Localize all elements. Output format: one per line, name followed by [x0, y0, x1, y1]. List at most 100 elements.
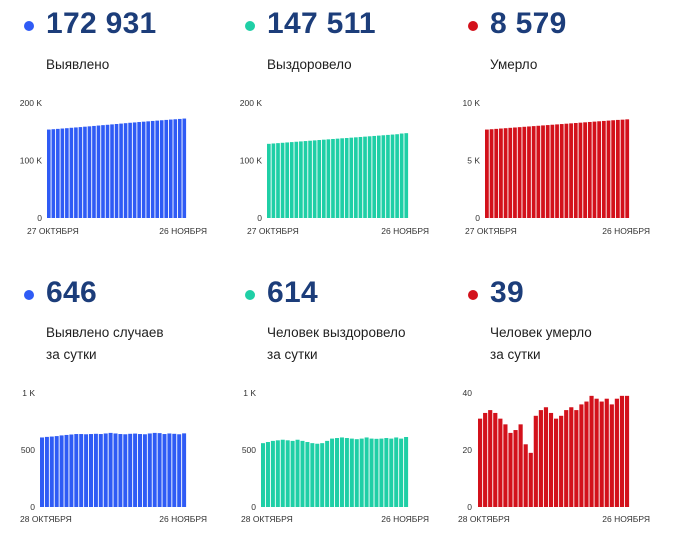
- bar: [531, 126, 536, 218]
- y-tick-label: 100 K: [240, 156, 263, 166]
- bar: [349, 438, 354, 507]
- bar: [564, 410, 569, 507]
- bar: [389, 438, 394, 507]
- bar: [330, 438, 335, 507]
- bar: [386, 134, 390, 218]
- total-cases-chart: 200 K 100 K 0 27 ОКТЯБРЯ 26 НОЯБРЯ: [20, 98, 207, 236]
- bar: [128, 122, 132, 218]
- bar: [315, 443, 320, 507]
- bar: [299, 141, 303, 218]
- bar: [543, 407, 549, 507]
- bar: [538, 410, 543, 507]
- bar: [326, 139, 331, 218]
- bar: [56, 128, 60, 219]
- bar: [128, 433, 133, 507]
- bar: [182, 118, 187, 218]
- bar: [354, 439, 359, 507]
- y-tick-label: 0: [37, 213, 42, 223]
- bar: [485, 129, 489, 218]
- bar: [173, 119, 178, 218]
- bar: [270, 440, 275, 507]
- bar: [105, 124, 110, 218]
- y-tick-label: 40: [463, 388, 473, 398]
- panel-daily-cases: 646 Выявлено случаев за сутки: [0, 270, 220, 546]
- total-deaths-value: 8 579: [490, 7, 567, 40]
- bar: [69, 434, 74, 507]
- bar: [138, 434, 142, 507]
- bar: [280, 439, 285, 507]
- bar: [381, 135, 386, 218]
- daily-recovered-chart: 1 K 500 0 28 ОКТЯБРЯ 26 НОЯБРЯ: [241, 388, 429, 524]
- total-deaths-label: Умерло: [490, 57, 538, 72]
- panel-total-deaths: 8 579 Умерло: [440, 0, 660, 270]
- bar: [113, 433, 118, 507]
- bar: [363, 136, 367, 218]
- bar: [155, 120, 160, 218]
- bar: [615, 119, 620, 218]
- bar: [74, 434, 79, 507]
- bar: [384, 438, 389, 507]
- bar: [620, 119, 625, 218]
- bar: [499, 128, 503, 218]
- bar: [271, 143, 276, 218]
- bar: [550, 124, 555, 218]
- bar: [51, 129, 56, 218]
- bar: [573, 123, 578, 218]
- total-deaths-chart: 10 K 5 K 0 27 ОКТЯБРЯ 26 НОЯБРЯ: [463, 98, 651, 236]
- bar: [321, 139, 326, 218]
- bar: [310, 443, 315, 507]
- bar: [372, 135, 377, 218]
- panel-total-cases: 172 931 Выявлено: [0, 0, 220, 270]
- daily-cases-value: 646: [46, 276, 97, 309]
- bar: [395, 134, 399, 218]
- bar: [78, 127, 83, 218]
- bar: [157, 433, 162, 507]
- bar: [354, 137, 358, 218]
- bar: [44, 436, 49, 507]
- bar: [87, 126, 92, 218]
- bar: [554, 418, 559, 507]
- bar: [168, 119, 173, 218]
- bar: [69, 127, 74, 218]
- bar: [376, 135, 381, 218]
- bar: [498, 418, 503, 507]
- bar: [369, 438, 374, 507]
- y-tick-label: 500: [242, 445, 256, 455]
- bar: [564, 123, 569, 218]
- y-tick-label: 200 K: [20, 98, 43, 108]
- x-tick-label-start: 27 ОКТЯБРЯ: [27, 226, 79, 236]
- bar: [488, 410, 493, 507]
- bar: [308, 140, 312, 218]
- bar: [285, 440, 290, 507]
- bar: [261, 443, 266, 507]
- bar: [335, 438, 340, 507]
- bar: [344, 138, 349, 218]
- bar: [503, 128, 508, 218]
- blue-dot-icon: [24, 21, 34, 31]
- bar: [132, 122, 137, 218]
- bar: [513, 430, 518, 507]
- bar: [478, 418, 483, 507]
- bar: [49, 436, 54, 507]
- bar: [523, 444, 528, 507]
- bar: [101, 125, 105, 218]
- total-recovered-label: Выздоровело: [267, 57, 352, 72]
- bar: [276, 143, 280, 218]
- bar: [394, 437, 399, 507]
- y-tick-label: 5 K: [467, 156, 480, 166]
- x-tick-label-start: 28 ОКТЯБРЯ: [20, 514, 72, 524]
- bar: [295, 439, 300, 507]
- y-tick-label: 1 K: [22, 388, 35, 398]
- bar: [92, 125, 96, 218]
- bar: [93, 433, 98, 507]
- daily-deaths-chart: 40 20 0 28 ОКТЯБРЯ 26 НОЯБРЯ: [458, 388, 650, 524]
- bar: [290, 440, 295, 507]
- bar: [619, 395, 625, 507]
- bar: [300, 440, 305, 507]
- bar: [374, 438, 379, 507]
- bar: [64, 434, 69, 507]
- bar: [159, 120, 164, 218]
- bar: [614, 398, 619, 507]
- bar: [162, 434, 167, 507]
- bar: [103, 433, 108, 507]
